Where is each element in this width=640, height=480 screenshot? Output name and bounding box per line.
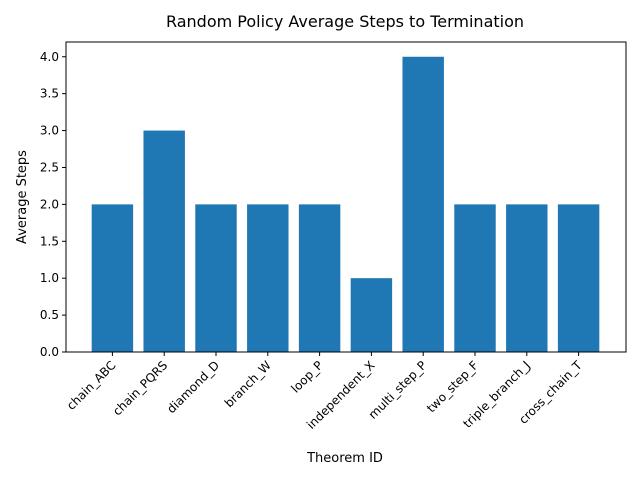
x-tick-label: loop_P (288, 358, 325, 395)
y-tick-label: 1.5 (40, 234, 59, 248)
bar-branch_W (247, 204, 289, 352)
bar-diamond_D (195, 204, 237, 352)
y-axis-label: Average Steps (15, 150, 30, 244)
x-axis-label: Theorem ID (306, 451, 383, 466)
y-axis: 0.0 0.5 1.0 1.5 2.0 2.5 3.0 3.5 4.0 (40, 50, 66, 359)
y-tick-label: 0.5 (40, 308, 59, 322)
bar-chain_PQRS (143, 130, 185, 352)
bar-triple_branch_J (506, 204, 548, 352)
y-tick-label: 4.0 (40, 50, 59, 64)
y-tick-label: 2.5 (40, 160, 59, 174)
bar-chain_ABC (91, 204, 134, 352)
plot-frame (65, 41, 627, 353)
y-tick-label: 2.0 (40, 197, 59, 211)
bars-group (91, 56, 600, 352)
y-tick-label: 0.0 (40, 345, 59, 359)
chart-title: Random Policy Average Steps to Terminati… (166, 12, 524, 31)
x-tick-label: diamond_D (164, 358, 222, 416)
y-tick-label: 3.0 (40, 124, 59, 138)
y-tick-label: 1.0 (40, 271, 59, 285)
bar-cross_chain_T (557, 204, 600, 352)
bar-multi_step_P (402, 56, 444, 352)
bar-two_step_F (454, 204, 496, 352)
bar-independent_X (350, 278, 393, 352)
x-tick-label: chain_PQRS (110, 358, 170, 418)
x-tick-label: branch_W (222, 358, 274, 410)
x-tick-label: chain_ABC (64, 358, 119, 413)
x-tick-label: two_step_F (424, 358, 481, 415)
y-tick-label: 3.5 (40, 87, 59, 101)
bar-loop_P (298, 204, 341, 352)
